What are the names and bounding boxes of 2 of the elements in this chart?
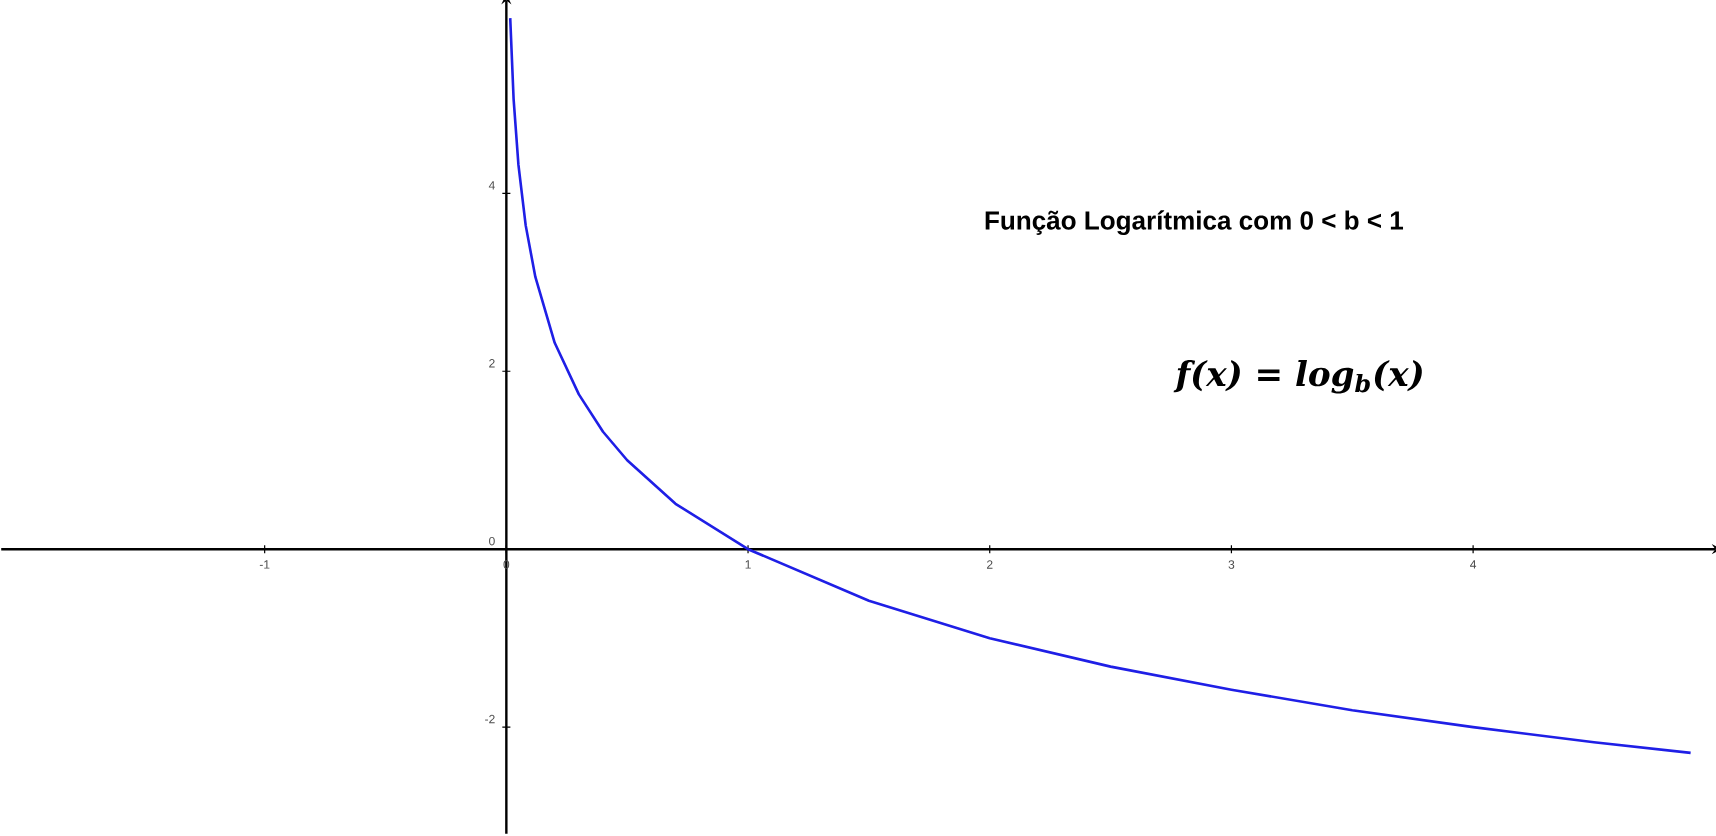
annotation: Função Logarítmica com 0 < b < 1 <box>985 210 1404 236</box>
annotation: f(x) = log$_{b}$(x) <box>1173 360 1422 394</box>
